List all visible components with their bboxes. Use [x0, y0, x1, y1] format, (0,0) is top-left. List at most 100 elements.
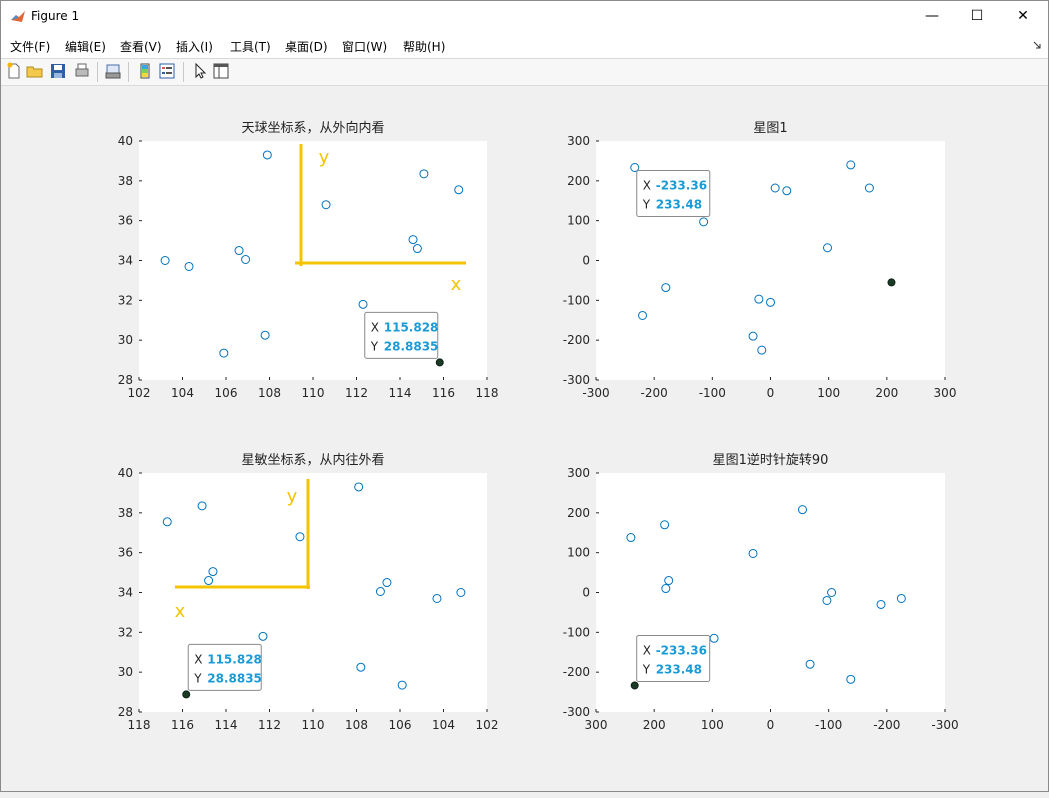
- data-point[interactable]: [896, 593, 906, 603]
- data-point[interactable]: [260, 330, 270, 340]
- menu-help[interactable]: 帮助(H): [403, 40, 446, 54]
- menu-insert[interactable]: 插入(I): [176, 40, 213, 54]
- selected-data-point[interactable]: [182, 690, 191, 699]
- data-point[interactable]: [827, 588, 837, 597]
- data-point[interactable]: [876, 599, 886, 609]
- menu-desktop[interactable]: 桌面(D): [285, 40, 328, 54]
- data-point[interactable]: [397, 680, 407, 690]
- data-point[interactable]: [822, 595, 832, 605]
- data-point[interactable]: [823, 243, 833, 253]
- data-point[interactable]: [382, 578, 392, 588]
- data-point[interactable]: [321, 200, 331, 210]
- x-tick-label: -200: [873, 718, 900, 732]
- data-point[interactable]: [204, 576, 214, 586]
- toolbar: [1, 59, 1048, 86]
- data-point[interactable]: [419, 169, 429, 179]
- data-point[interactable]: [184, 261, 194, 271]
- data-point[interactable]: [234, 246, 244, 256]
- x-tick-label: 106: [215, 386, 238, 400]
- menu-tools[interactable]: 工具(T): [230, 40, 271, 54]
- data-point[interactable]: [748, 548, 758, 558]
- selected-data-point[interactable]: [435, 358, 444, 367]
- title-bar[interactable]: Figure 1 — ☐ ✕: [1, 1, 1048, 32]
- save-icon[interactable]: [49, 62, 67, 80]
- data-point[interactable]: [664, 576, 674, 586]
- data-point[interactable]: [766, 297, 775, 307]
- maximize-button[interactable]: ☐: [970, 8, 984, 24]
- data-point[interactable]: [782, 186, 792, 196]
- data-point[interactable]: [354, 482, 364, 492]
- datatip-box: [636, 634, 711, 682]
- pointer-icon[interactable]: [191, 62, 209, 80]
- data-point[interactable]: [197, 501, 207, 511]
- menu-file[interactable]: 文件(F): [10, 40, 51, 54]
- data-point[interactable]: [454, 185, 464, 195]
- data-point[interactable]: [661, 283, 671, 293]
- data-point[interactable]: [456, 588, 466, 597]
- print-figure-icon[interactable]: [104, 62, 122, 80]
- y-tick-label: -200: [563, 665, 590, 679]
- menu-edit[interactable]: 编辑(E): [65, 40, 106, 54]
- x-tick-label: 200: [643, 718, 666, 732]
- x-tick-label: -300: [582, 386, 609, 400]
- y-tick-label: -300: [563, 373, 590, 387]
- close-button[interactable]: ✕: [1017, 8, 1029, 24]
- y-tick-label: 30: [118, 333, 133, 347]
- data-point[interactable]: [660, 520, 670, 530]
- data-point[interactable]: [358, 299, 368, 309]
- data-point[interactable]: [219, 348, 229, 358]
- data-point[interactable]: [162, 517, 172, 527]
- datatip-y-key: Y: [642, 662, 651, 676]
- selected-data-point[interactable]: [630, 681, 639, 690]
- selected-data-point[interactable]: [887, 278, 896, 287]
- toolbar-separator: [183, 62, 184, 82]
- data-point[interactable]: [408, 235, 418, 245]
- data-point[interactable]: [699, 217, 709, 227]
- data-point[interactable]: [375, 587, 385, 597]
- data-point[interactable]: [754, 294, 764, 304]
- data-point[interactable]: [241, 255, 251, 265]
- minimize-button[interactable]: —: [925, 8, 939, 24]
- x-annotation-label: x: [175, 601, 186, 622]
- datatip-y-key: Y: [642, 197, 651, 211]
- menu-window[interactable]: 窗口(W): [342, 40, 388, 54]
- data-point[interactable]: [846, 674, 856, 684]
- data-point[interactable]: [748, 331, 758, 341]
- x-tick-label: 102: [128, 386, 151, 400]
- data-point[interactable]: [797, 505, 807, 515]
- data-point[interactable]: [432, 593, 442, 603]
- data-point[interactable]: [258, 631, 268, 641]
- open-folder-icon[interactable]: [26, 62, 44, 80]
- data-point[interactable]: [757, 345, 767, 355]
- datatip-y-key: Y: [193, 671, 202, 685]
- data-point[interactable]: [262, 150, 272, 160]
- y-tick-label: 28: [118, 705, 133, 719]
- data-point[interactable]: [412, 244, 422, 254]
- menu-view[interactable]: 查看(V): [120, 40, 162, 54]
- property-editor-icon[interactable]: [212, 62, 230, 80]
- datatip-x-value: 115.828: [207, 652, 262, 666]
- data-point[interactable]: [864, 183, 874, 193]
- data-point[interactable]: [356, 662, 366, 672]
- dock-arrow-icon[interactable]: [1032, 40, 1042, 50]
- x-tick-label: 0: [767, 718, 775, 732]
- data-point[interactable]: [846, 160, 856, 170]
- data-point[interactable]: [661, 584, 671, 594]
- legend-icon[interactable]: [158, 62, 176, 80]
- x-tick-label: 0: [767, 386, 775, 400]
- data-point[interactable]: [805, 659, 815, 669]
- y-tick-label: 300: [567, 134, 590, 148]
- print-icon[interactable]: [73, 62, 91, 80]
- colorbar-icon[interactable]: [136, 62, 154, 80]
- data-point[interactable]: [626, 533, 636, 543]
- data-point[interactable]: [295, 532, 305, 542]
- data-point[interactable]: [160, 256, 170, 265]
- data-point[interactable]: [630, 162, 640, 172]
- data-point[interactable]: [208, 567, 218, 577]
- new-file-icon[interactable]: [5, 62, 23, 80]
- y-tick-label: 30: [118, 665, 133, 679]
- data-point[interactable]: [770, 183, 780, 193]
- data-point[interactable]: [638, 310, 648, 320]
- y-tick-label: -200: [563, 333, 590, 347]
